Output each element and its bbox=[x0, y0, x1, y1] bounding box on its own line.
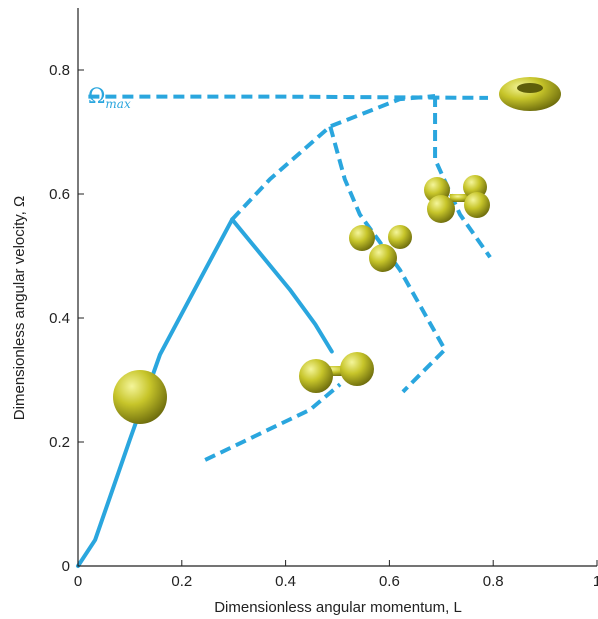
curve bbox=[435, 96, 490, 257]
curve bbox=[232, 96, 435, 219]
x-axis-label: Dimensionless angular momentum, L bbox=[214, 599, 462, 616]
chart: Dimensionless angular momentum, L Dimens… bbox=[0, 0, 598, 619]
y-tick-label: 0 bbox=[62, 558, 70, 575]
x-tick-label: 1 bbox=[593, 573, 598, 590]
omega-max-label: Ωmax bbox=[88, 84, 131, 111]
x-tick-label: 0.2 bbox=[171, 573, 192, 590]
y-tick-label: 0.2 bbox=[49, 434, 70, 451]
curve bbox=[205, 384, 340, 460]
omega-symbol: Ω bbox=[88, 84, 105, 108]
y-tick-label: 0.4 bbox=[49, 310, 70, 327]
shape-illustrations bbox=[113, 77, 561, 424]
x-tick-label: 0 bbox=[74, 573, 82, 590]
x-tick-label: 0.4 bbox=[275, 573, 296, 590]
x-tick-label: 0.6 bbox=[379, 573, 400, 590]
y-tick-label: 0.8 bbox=[49, 62, 70, 79]
y-tick-label: 0.6 bbox=[49, 186, 70, 203]
x-tick-label: 0.8 bbox=[483, 573, 504, 590]
omega-subscript: max bbox=[105, 97, 131, 111]
curve bbox=[232, 219, 332, 351]
y-axis-label: Dimensionless angular velocity, Ω bbox=[11, 196, 28, 420]
